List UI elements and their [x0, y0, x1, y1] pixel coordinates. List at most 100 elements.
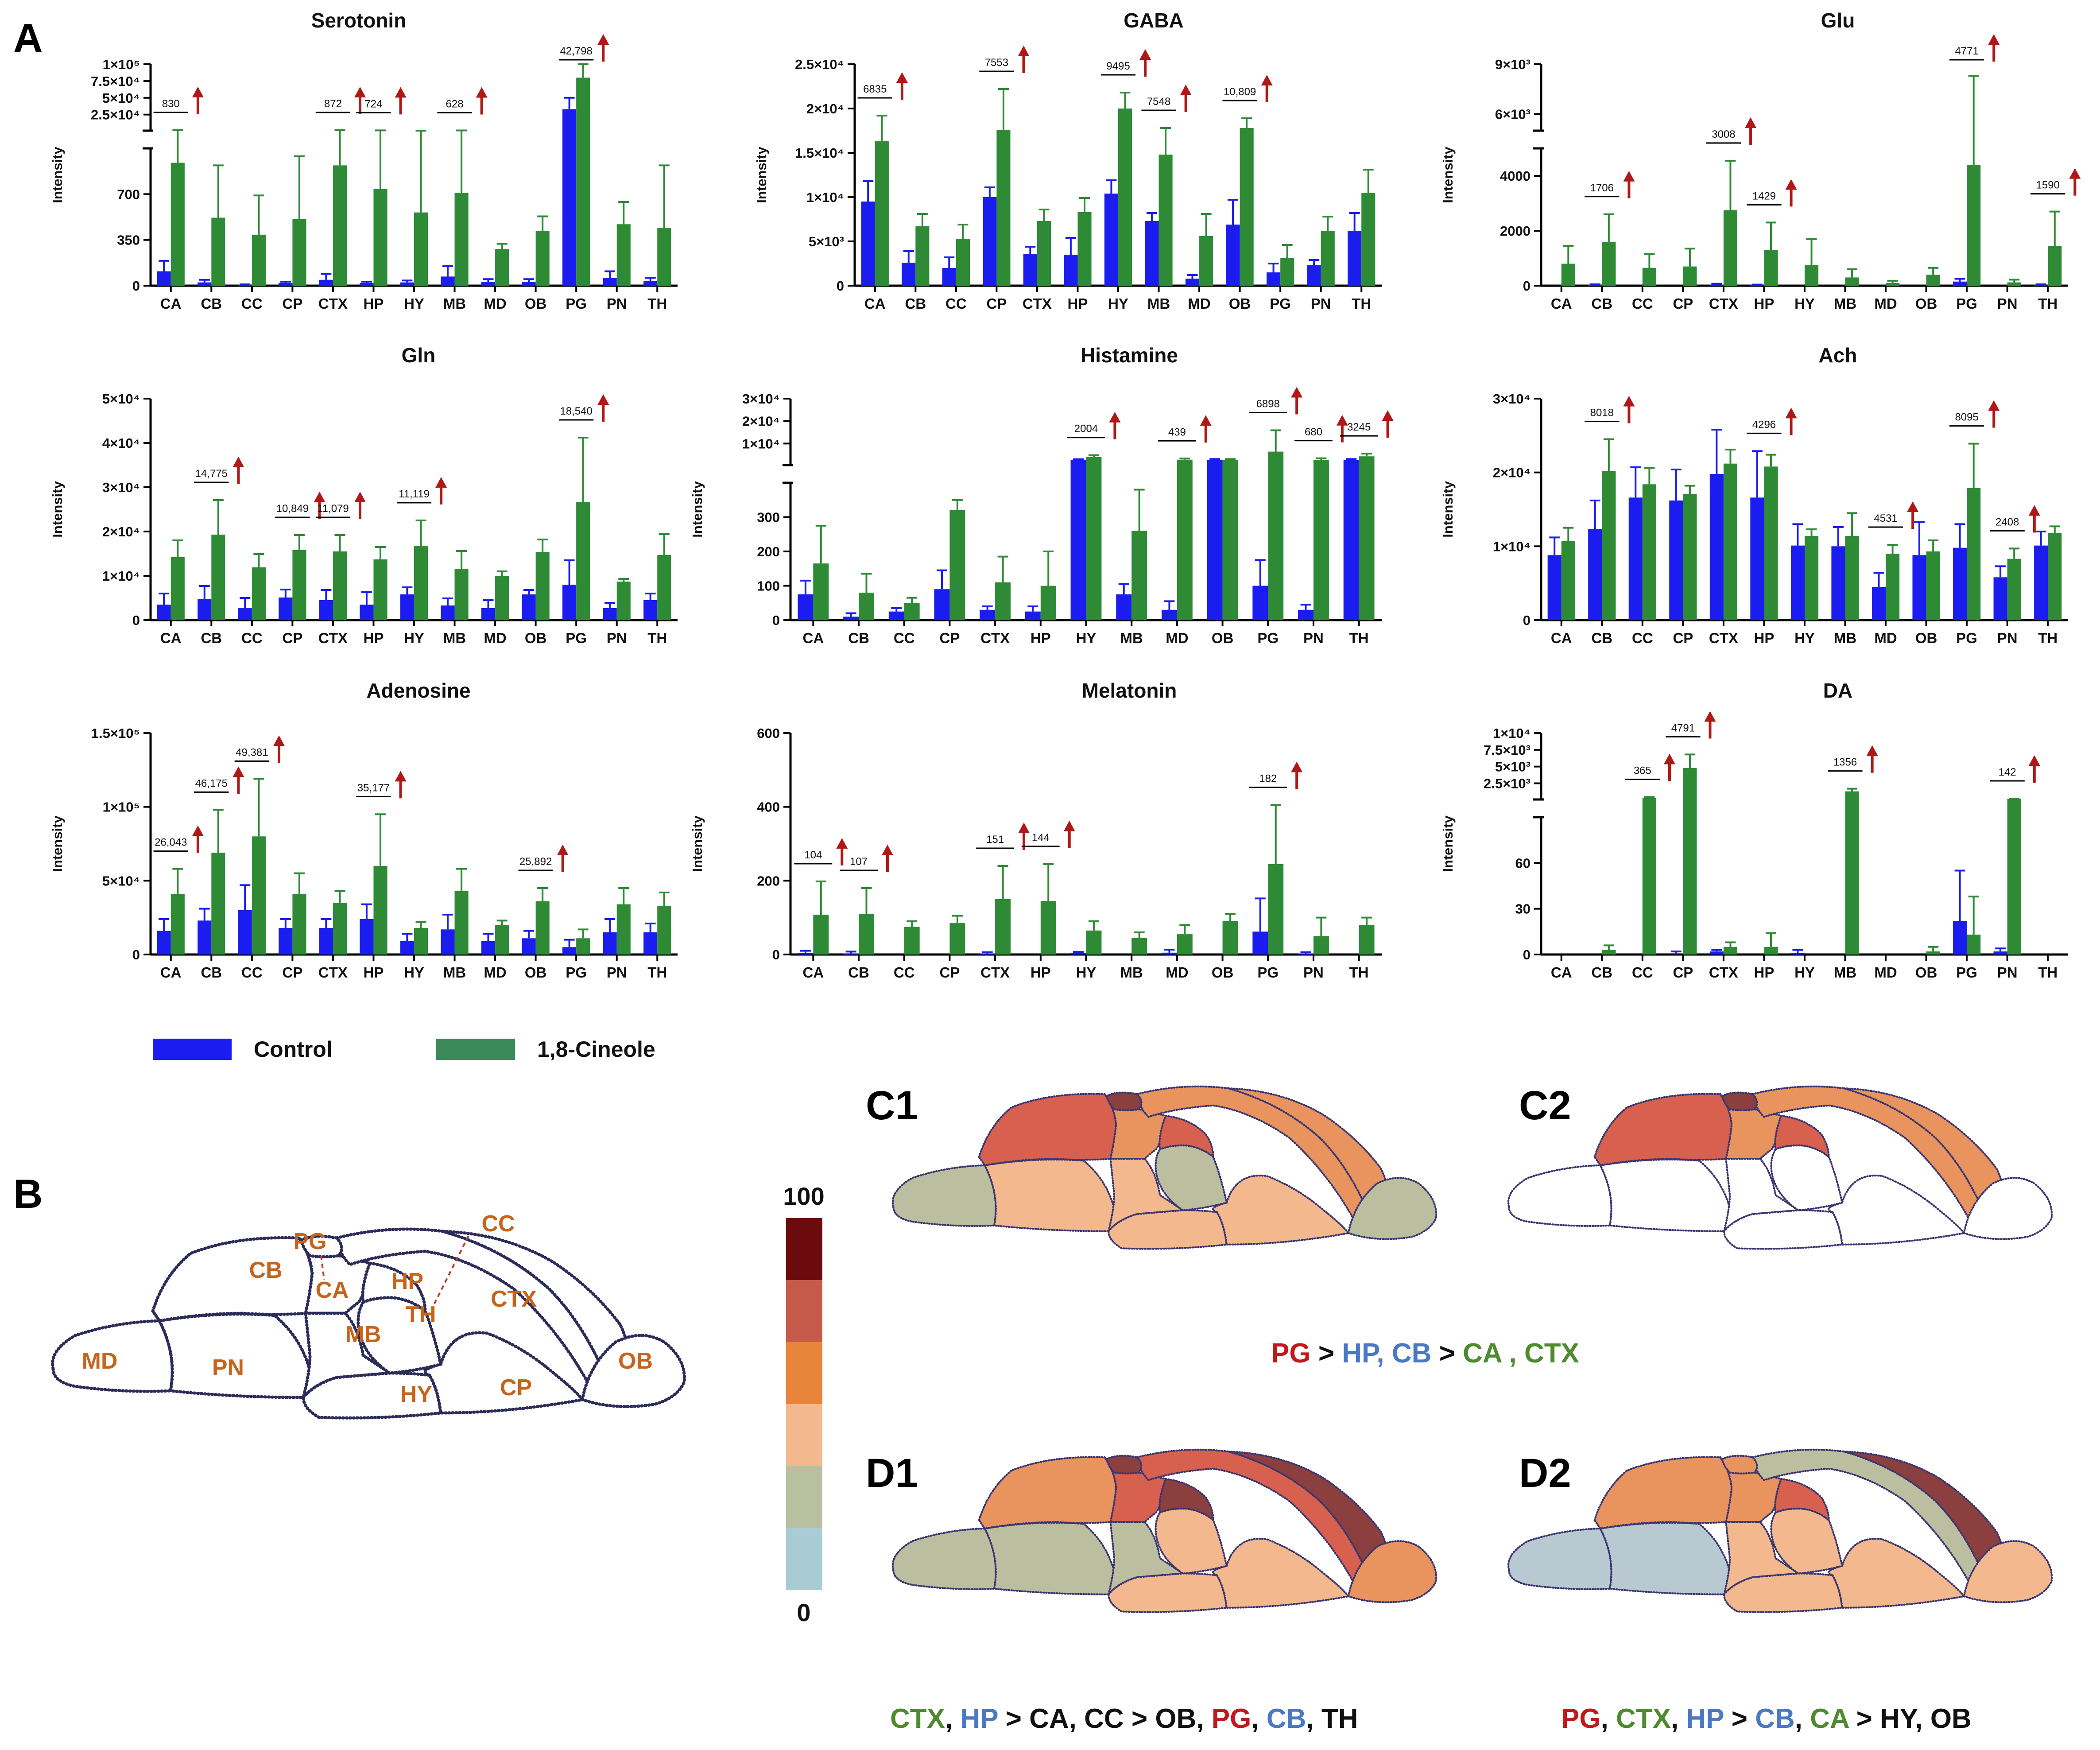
control-bar-pn [1993, 951, 2007, 955]
x-tick-label: CB [905, 295, 926, 312]
region-label-mb: MB [345, 1322, 381, 1347]
cineole-bar-md [1199, 236, 1213, 286]
annotation-value: 10,849 [276, 503, 309, 515]
control-bar-hy [400, 941, 414, 955]
control-bar-cc [1628, 497, 1643, 620]
control-bar-hp [360, 919, 374, 955]
region-label-ca: CA [315, 1277, 349, 1303]
increase-arrow-head [1785, 407, 1797, 419]
control-bar-pn [603, 608, 617, 620]
x-tick-label: CC [241, 630, 263, 646]
cineole-bar-cc [1642, 268, 1656, 286]
x-tick-label: HP [1031, 964, 1051, 981]
cineole-bar-ctx [333, 903, 347, 955]
panel-label-a: A [13, 16, 43, 61]
y-axis-label: Intensity [50, 815, 65, 872]
x-tick-label: TH [647, 964, 667, 981]
x-tick-label: HY [404, 964, 424, 981]
cineole-bar-cp [949, 510, 965, 620]
cineole-bar-cb [1602, 950, 1616, 955]
annotation-value: 8095 [1955, 411, 1978, 423]
annotation-value: 439 [1168, 426, 1186, 438]
cineole-bar-md [495, 249, 509, 286]
heat-region-pn [1599, 1158, 1731, 1232]
x-tick-label: PG [1956, 964, 1977, 981]
heat-region-hp [1158, 1478, 1214, 1522]
annotation-value: 680 [1305, 426, 1322, 438]
chart-title: Gln [402, 344, 436, 367]
heat-region-pg [1721, 1091, 1758, 1111]
y-tick-label: 1×10⁴ [1493, 726, 1530, 741]
chart-title: Ach [1819, 344, 1857, 367]
cineole-bar-cb [211, 217, 225, 286]
cineole-bar-pg [576, 938, 590, 955]
x-tick-label: CC [945, 295, 967, 312]
cineole-bar-mb [454, 891, 469, 955]
heat-region-cp [1212, 1537, 1350, 1609]
cineole-bar-th [1361, 193, 1375, 286]
control-bar-cp [279, 283, 293, 286]
y-tick-label: 2.5×10⁴ [795, 57, 844, 72]
control-bar-ctx [1709, 951, 1724, 955]
increase-arrow-head [1291, 387, 1303, 398]
x-tick-label: MD [1874, 964, 1897, 981]
annotation-value: 6835 [863, 83, 887, 95]
control-bar-pg [1252, 931, 1268, 955]
increase-arrow-head [1785, 179, 1797, 190]
control-bar-cb [198, 920, 212, 955]
x-tick-label: PN [607, 295, 627, 312]
control-bar-cb [843, 953, 859, 955]
x-tick-label: MD [1166, 964, 1188, 981]
x-tick-label: MB [1120, 630, 1143, 646]
colorbar-segment [786, 1342, 822, 1404]
cineole-bar-ctx [995, 582, 1011, 620]
control-bar-ctx [319, 279, 333, 286]
y-tick-label: 5×10³ [809, 234, 844, 249]
cineole-bar-cp [1683, 266, 1697, 286]
increase-arrow-head [435, 477, 447, 488]
cineole-bar-mb [1158, 155, 1173, 286]
control-bar-pg [562, 947, 577, 955]
colorbar-segment [786, 1218, 822, 1280]
chart-gln: Gln Intensity 0 1×10⁴ 2×10⁴ 3×10⁴ 4×10⁴ 5×10⁴ CA… [50, 344, 678, 646]
region-label-pg: PG [293, 1229, 326, 1254]
y-axis-label: Intensity [50, 147, 65, 203]
x-tick-label: OB [1915, 964, 1937, 981]
cineole-bar-ob [1240, 128, 1254, 286]
increase-arrow-head [1623, 396, 1635, 407]
cineole-bar-th [1359, 925, 1375, 955]
cineole-bar-ca [875, 141, 889, 286]
heat-region-cb [1593, 1456, 1733, 1530]
x-tick-label: CP [1673, 295, 1693, 312]
heat-region-ob [1963, 1177, 2053, 1240]
region-label-cp: CP [500, 1375, 532, 1401]
cineole-bar-ctx [1723, 947, 1738, 955]
annotation-value: 4531 [1874, 512, 1897, 524]
annotation-value: 42,798 [560, 45, 592, 57]
region-hp [361, 1261, 427, 1315]
cineole-bar-hy [414, 546, 428, 620]
x-tick-label: OB [1229, 295, 1251, 312]
control-bar-mb [441, 929, 455, 955]
x-tick-label: CP [1673, 630, 1693, 646]
colorbar-min-label: 0 [797, 1599, 810, 1626]
annotation-value: 10,809 [1224, 86, 1256, 98]
y-tick-label: 0 [132, 947, 140, 962]
chart-melatonin: Melatonin Intensity 0 200 400 600 CA CB CC CP CTX H… [690, 679, 1382, 981]
control-bar-hy [1070, 460, 1086, 620]
colorbar: 100 0 [783, 1182, 824, 1626]
ranking-segment: > [1724, 1703, 1755, 1734]
increase-arrow-head [1745, 117, 1757, 128]
cineole-bar-cc [956, 239, 970, 286]
control-bar-ca [157, 271, 171, 286]
x-tick-label: TH [2038, 630, 2057, 646]
increase-arrow-head [1109, 411, 1121, 423]
y-tick-label: 2.5×10³ [1484, 776, 1530, 792]
x-tick-label: OB [1212, 630, 1234, 646]
x-tick-label: TH [647, 630, 667, 646]
control-bar-ob [1207, 460, 1223, 620]
x-tick-label: CTX [1023, 295, 1052, 312]
ranking-segment: > [1310, 1338, 1342, 1369]
region-ob [580, 1334, 686, 1409]
